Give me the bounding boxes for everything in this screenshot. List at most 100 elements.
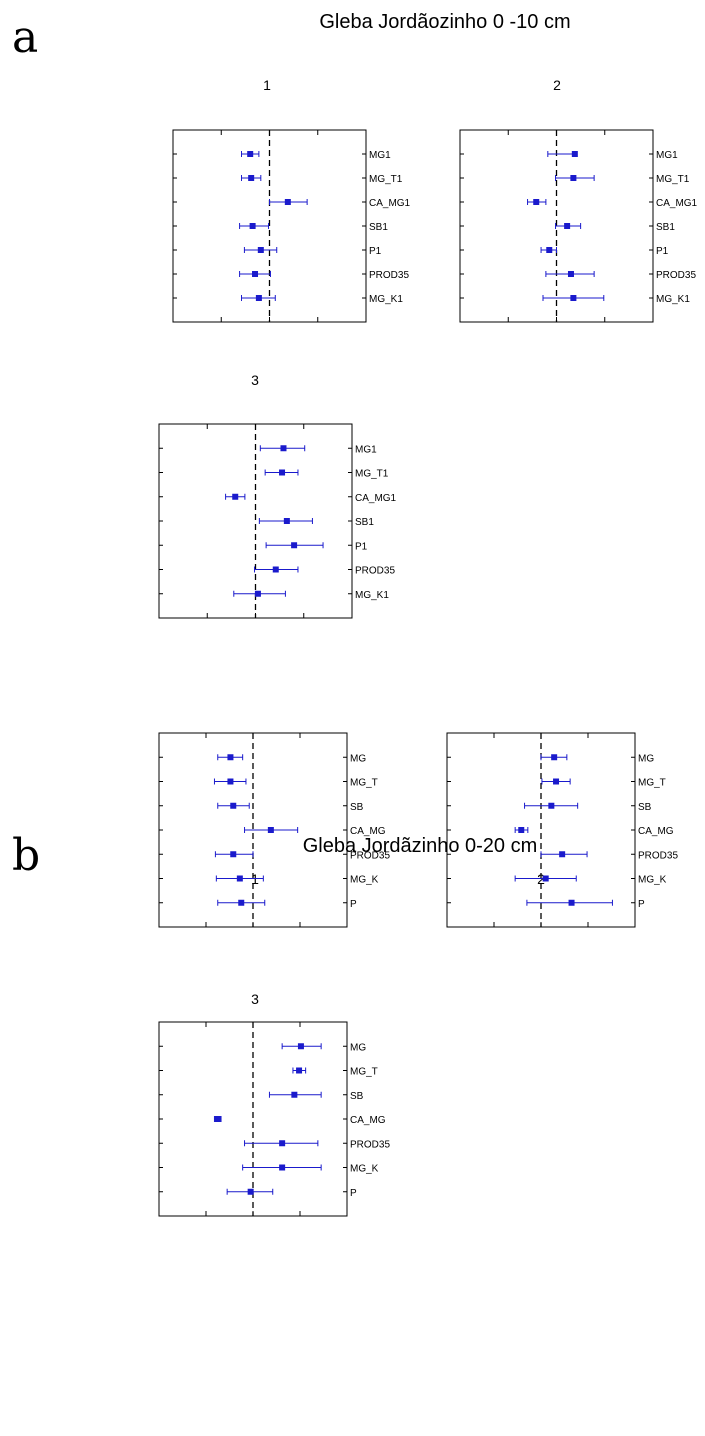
estimate-marker	[568, 899, 575, 906]
estimate-marker	[280, 445, 287, 452]
estimate-marker	[571, 151, 578, 157]
plot-title: 1	[263, 77, 271, 93]
estimate-marker	[230, 802, 237, 809]
variable-label: CA_MG1	[369, 198, 411, 209]
estimate-marker	[279, 469, 286, 476]
forest-plot-b-3: 3 MG MG_T SB CA_MG PROD35 MG_K P	[158, 991, 390, 1217]
estimate-marker	[257, 247, 264, 253]
variable-label: MG_T1	[355, 469, 389, 480]
variable-label: MG1	[656, 150, 678, 161]
estimate-marker	[232, 493, 239, 500]
estimate-marker	[567, 271, 574, 277]
section-title-b: Gleba Jordãzinho 0-20 cm	[303, 835, 538, 857]
variable-label: PROD35	[350, 1139, 390, 1150]
estimate-marker	[548, 802, 555, 809]
estimate-marker	[542, 875, 549, 882]
variable-label: CA_MG1	[656, 198, 698, 209]
variable-label: MG_T	[350, 778, 378, 789]
estimate-marker	[297, 1043, 304, 1050]
variable-label: CA_MG1	[355, 493, 397, 504]
estimate-marker	[267, 827, 274, 833]
forest-plot-a-2: 2 MG1 MG_T1 CA_MG1 SB1 P1 PROD35 MG_K1	[459, 77, 698, 323]
plot-title: 3	[251, 991, 259, 1007]
estimate-marker	[291, 542, 298, 549]
variable-label: MG_T1	[369, 174, 403, 185]
estimate-marker	[570, 295, 577, 301]
variable-label: MG_T	[350, 1067, 378, 1078]
variable-label: CA_MG	[638, 826, 674, 837]
estimate-marker	[252, 271, 259, 277]
variable-label: SB	[350, 1091, 364, 1102]
variable-label: P	[350, 1188, 357, 1199]
estimate-marker	[227, 754, 234, 761]
variable-label: MG_K1	[656, 294, 690, 305]
estimate-marker	[553, 778, 560, 785]
variable-label: SB	[638, 802, 652, 813]
estimate-marker	[247, 1188, 254, 1195]
variable-label: PROD35	[638, 850, 678, 861]
variable-label: MG_K	[638, 875, 667, 886]
variable-label: MG1	[355, 444, 377, 455]
variable-label: MG	[350, 753, 366, 764]
estimate-marker	[249, 223, 256, 229]
estimate-marker	[230, 851, 237, 858]
estimate-marker	[238, 899, 245, 906]
variable-label: MG1	[369, 150, 391, 161]
estimate-marker	[279, 1164, 286, 1171]
estimate-marker	[564, 223, 571, 229]
variable-label: MG_K	[350, 875, 379, 886]
variable-label: PROD35	[656, 270, 696, 281]
variable-label: MG	[638, 753, 654, 764]
estimate-marker	[214, 1116, 221, 1122]
variable-label: P1	[369, 246, 382, 257]
estimate-marker	[533, 199, 540, 205]
estimate-marker	[248, 175, 255, 181]
variable-label: CA_MG	[350, 1115, 386, 1126]
estimate-marker	[227, 778, 234, 785]
variable-label: MG_K1	[355, 590, 389, 601]
estimate-marker	[236, 875, 243, 882]
variable-label: PROD35	[355, 566, 395, 577]
estimate-marker	[254, 590, 261, 597]
estimate-marker	[283, 518, 290, 524]
forest-plot-a-3: 3 MG1 MG_T1 CA_MG1 SB1 P1 PROD35 MG_K1	[158, 372, 397, 619]
estimate-marker	[247, 151, 254, 157]
variable-label: MG_T1	[656, 174, 690, 185]
variable-label: SB1	[369, 222, 388, 233]
variable-label: MG	[350, 1042, 366, 1053]
panel-letter-b: b	[12, 830, 40, 881]
plot-title: 2	[553, 77, 561, 93]
variable-label: SB	[350, 802, 364, 813]
estimate-marker	[546, 247, 553, 253]
variable-label: P	[638, 899, 645, 910]
estimate-marker	[296, 1067, 303, 1074]
variable-label: SB1	[355, 517, 374, 528]
estimate-marker	[291, 1091, 298, 1098]
variable-label: MG_K1	[369, 294, 403, 305]
variable-label: P1	[355, 541, 368, 552]
variable-label: MG_T	[638, 778, 666, 789]
estimate-marker	[279, 1140, 286, 1147]
estimate-marker	[570, 175, 577, 181]
estimate-marker	[551, 754, 558, 761]
variable-label: CA_MG	[350, 826, 386, 837]
plot-title: 3	[251, 372, 259, 388]
panel-letter-a: a	[12, 12, 38, 63]
variable-label: P1	[656, 246, 669, 257]
variable-label: SB1	[656, 222, 675, 233]
variable-label: PROD35	[369, 270, 409, 281]
estimate-marker	[559, 851, 566, 858]
estimate-marker	[284, 199, 291, 205]
estimate-marker	[518, 827, 525, 833]
section-title-a: Gleba Jordãozinho 0 -10 cm	[319, 11, 570, 33]
forest-plot-a-1: 1 MG1 MG_T1 CA_MG1 SB1 P1 PROD35 MG_K1	[172, 77, 411, 323]
variable-label: MG_K	[350, 1164, 379, 1175]
variable-label: PROD35	[350, 850, 390, 861]
forest-plots: 1MG1MG_T1CA_MG1SB1P1PROD35MG_K12MG1MG_T1…	[158, 77, 698, 1217]
variable-label: P	[350, 899, 357, 910]
estimate-marker	[255, 295, 262, 301]
estimate-marker	[272, 566, 279, 573]
